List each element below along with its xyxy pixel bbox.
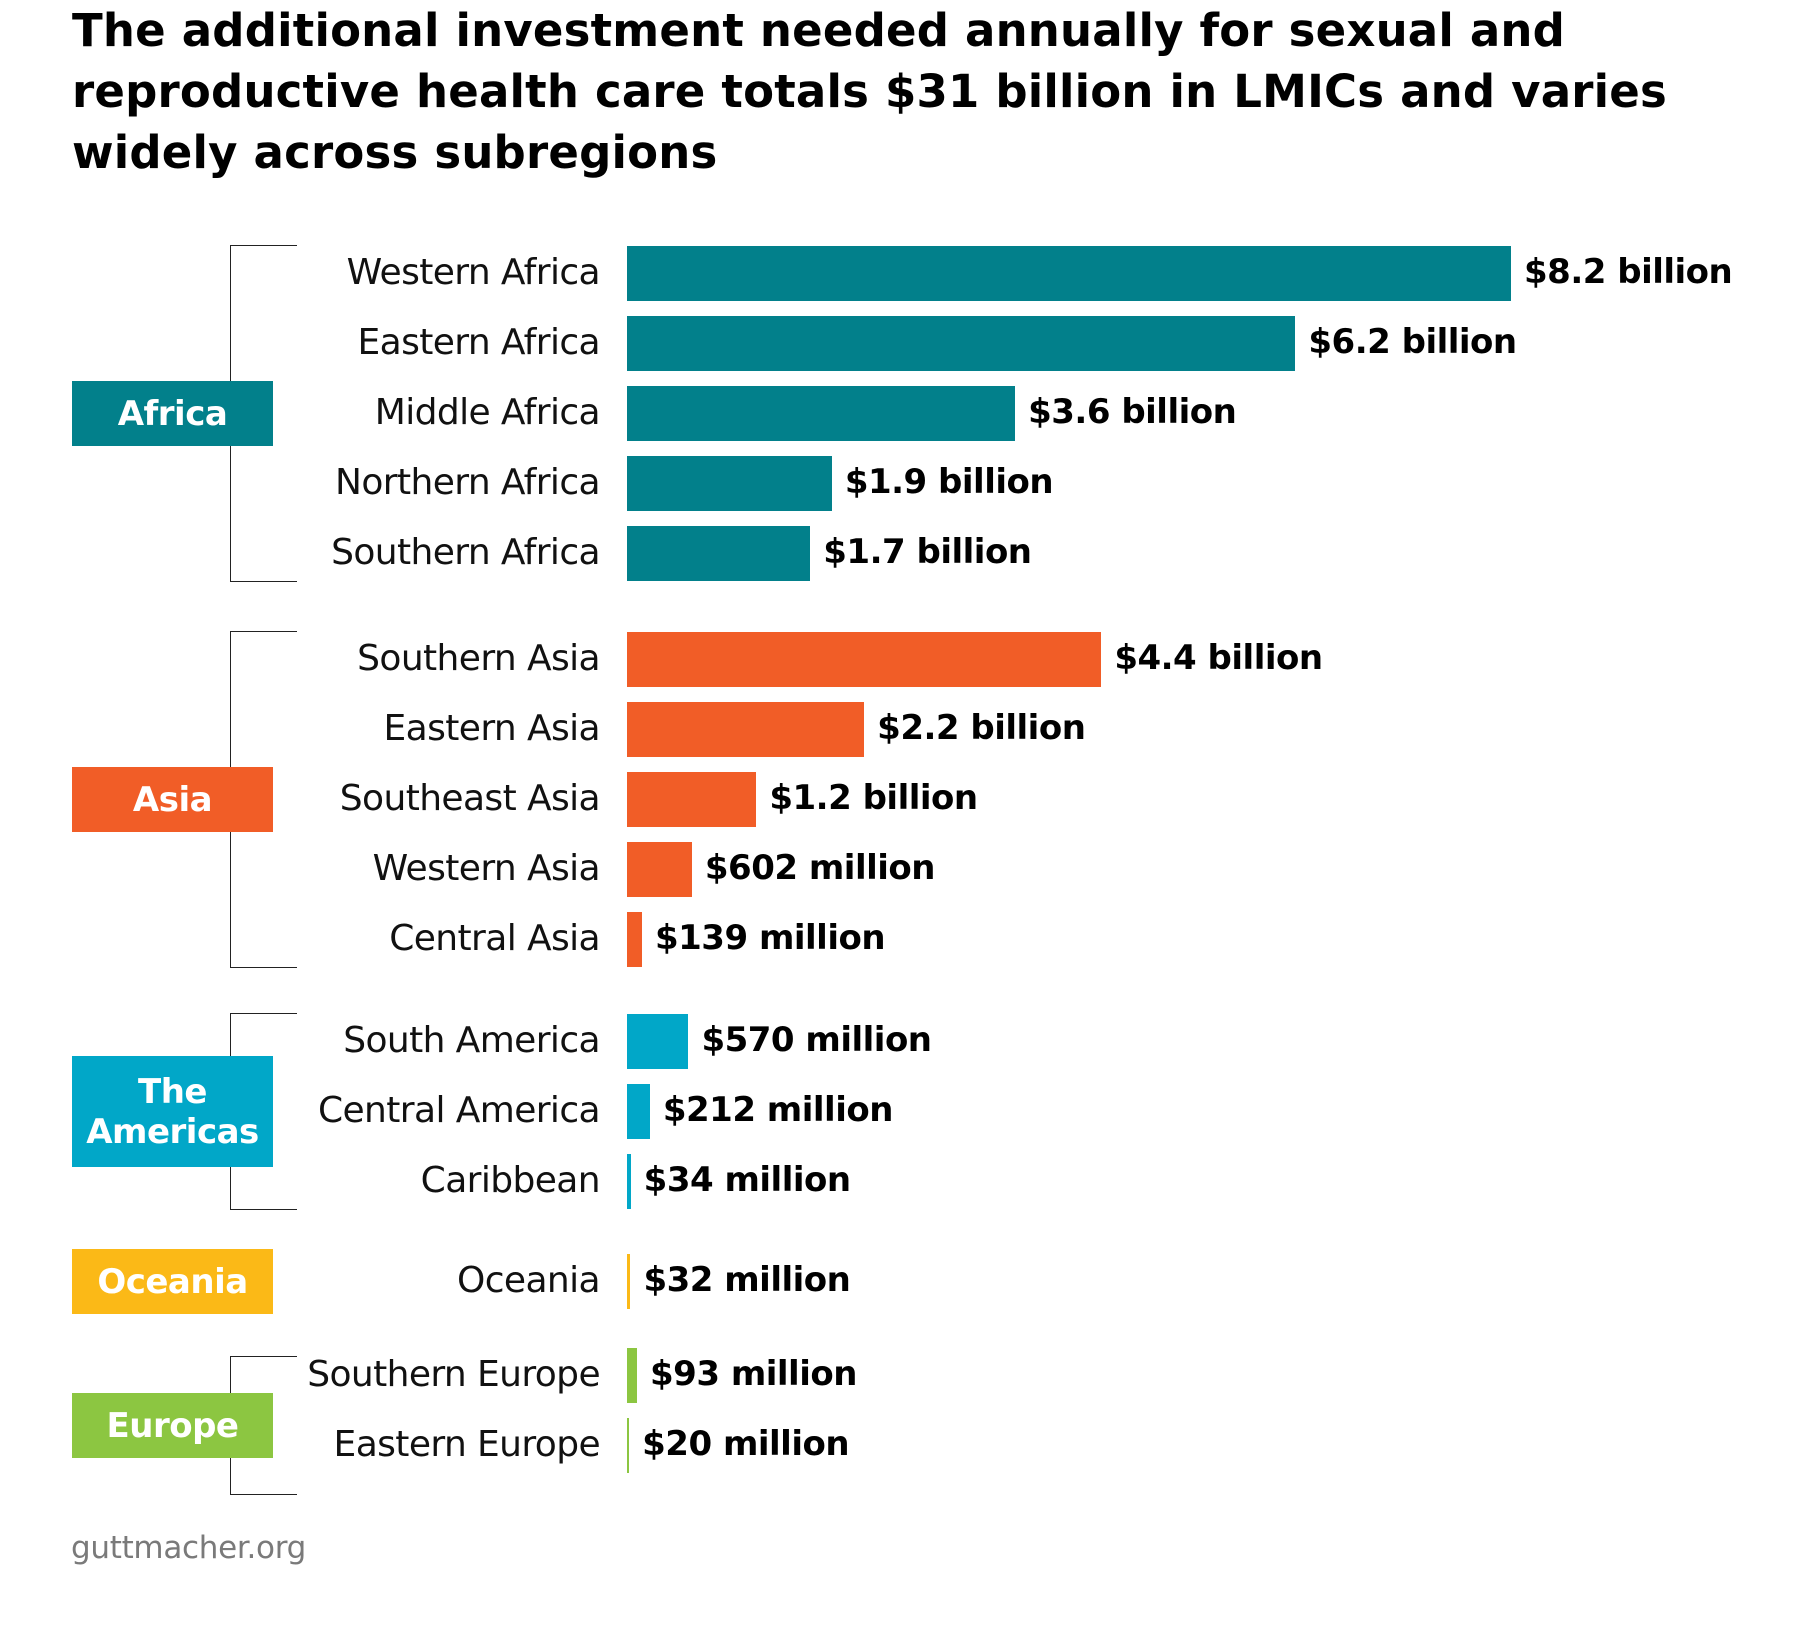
bar [627, 1154, 631, 1209]
category-label: Caribbean [420, 1160, 601, 1201]
region-label-text: Africa [117, 393, 228, 434]
category-label: Central America [317, 1090, 601, 1131]
category-label: Middle Africa [374, 392, 601, 433]
category-label: Oceania [456, 1260, 601, 1301]
bar [627, 772, 757, 827]
data-label: $34 million [643, 1160, 851, 1200]
region-label-the-americas: The Americas [72, 1056, 273, 1167]
category-label: Southeast Asia [339, 778, 601, 819]
bar [627, 1348, 638, 1403]
category-label: Eastern Asia [383, 708, 601, 749]
bar [627, 912, 642, 967]
data-label: $8.2 billion [1524, 252, 1733, 292]
category-label: Central Asia [389, 918, 600, 959]
category-label: Eastern Europe [333, 1424, 601, 1465]
region-label-africa: Africa [72, 381, 273, 446]
region-label-asia: Asia [72, 767, 273, 832]
category-label: South America [343, 1020, 600, 1061]
data-label: $212 million [662, 1090, 894, 1130]
data-label: $3.6 billion [1028, 392, 1237, 432]
category-label: Northern Africa [335, 462, 601, 503]
bar [627, 1418, 630, 1473]
data-label: $602 million [704, 848, 936, 888]
chart-title: The additional investment needed annuall… [72, 0, 1772, 183]
chart-title-line: widely across subregions [72, 126, 718, 179]
category-label: Southern Asia [357, 638, 600, 679]
bar [627, 702, 865, 757]
region-label-text: Americas [86, 1111, 259, 1152]
data-label: $32 million [643, 1260, 851, 1300]
category-label: Southern Africa [331, 532, 600, 573]
bar [627, 456, 832, 511]
data-label: $1.2 billion [769, 778, 978, 818]
bar [627, 386, 1016, 441]
source-credit: guttmacher.org [71, 1530, 306, 1566]
region-label-text: The [138, 1071, 207, 1112]
region-label-oceania: Oceania [72, 1249, 273, 1314]
chart-title-line: The additional investment needed annuall… [72, 4, 1566, 57]
data-label: $1.7 billion [823, 532, 1032, 572]
data-label: $20 million [642, 1424, 850, 1464]
category-label: Western Asia [372, 848, 601, 889]
bar [627, 1014, 689, 1069]
region-label-text: Asia [132, 779, 213, 820]
data-label: $139 million [654, 918, 886, 958]
data-label: $1.9 billion [844, 462, 1054, 502]
bar [627, 632, 1102, 687]
data-label: $93 million [650, 1354, 857, 1394]
bar [627, 842, 692, 897]
data-label: $6.2 billion [1308, 322, 1517, 362]
data-label: $2.2 billion [877, 708, 1086, 748]
bar [627, 526, 811, 581]
category-label: Western Africa [346, 252, 601, 293]
category-label: Southern Europe [307, 1354, 600, 1395]
region-label-text: Europe [106, 1405, 239, 1446]
bar [627, 1084, 650, 1139]
bar [627, 246, 1511, 301]
region-label-text: Oceania [97, 1261, 248, 1302]
bar [627, 1254, 631, 1309]
category-label: Eastern Africa [357, 322, 600, 363]
bar [627, 316, 1296, 371]
data-label: $4.4 billion [1114, 638, 1323, 678]
data-label: $570 million [701, 1020, 932, 1060]
region-label-europe: Europe [72, 1393, 273, 1458]
chart-title-line: reproductive health care totals $31 bill… [72, 65, 1668, 118]
